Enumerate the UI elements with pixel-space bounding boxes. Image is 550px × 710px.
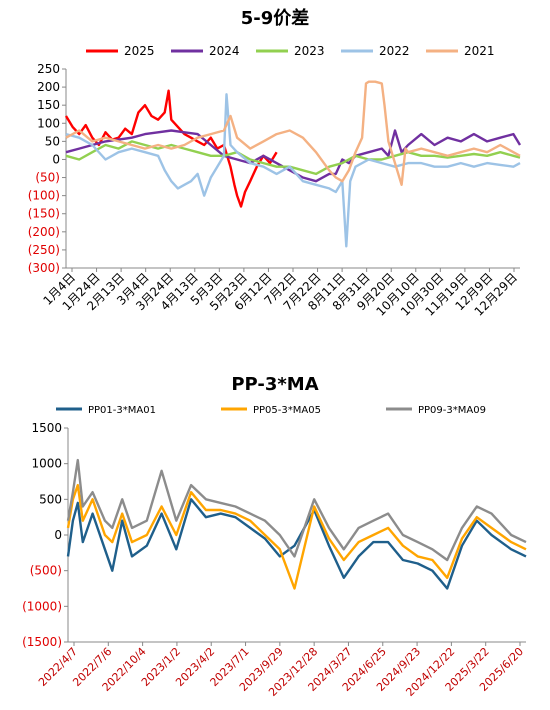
y-tick-label: 500 [39, 492, 62, 506]
series-line [66, 498, 527, 590]
legend-label: PP05-3*MA05 [253, 405, 321, 416]
series-line [64, 89, 278, 208]
legend-label: 2025 [124, 44, 155, 58]
legend-label: PP01-3*MA01 [88, 405, 156, 416]
legend-item: PP09-3*MA09 [386, 405, 486, 416]
legend-label: 2024 [209, 44, 240, 58]
y-tick-label: 1500 [31, 421, 62, 435]
chart-5-9-spread: 5-9价差 2025 2024 2023 2022 2021 250 200 150 100 50… [28, 7, 522, 319]
y-tick-label: (1500) [22, 635, 62, 649]
legend-item: PP01-3*MA01 [56, 405, 156, 416]
y-tick-label: 250 [37, 62, 60, 76]
y-tick-label: (50) [35, 171, 60, 185]
y-tick-label: 0 [52, 152, 60, 166]
chart-title: 5-9价差 [241, 7, 310, 29]
y-tick-label: 50 [45, 134, 60, 148]
y-tick-label: 200 [37, 80, 60, 94]
y-tick-label: 1000 [31, 457, 62, 471]
legend-label: 2022 [379, 44, 410, 58]
legend-item: PP05-3*MA05 [221, 405, 321, 416]
y-tick-label: 150 [37, 98, 60, 112]
legend-item: 2023 [256, 44, 325, 58]
legend-label: 2021 [464, 44, 495, 58]
y-tick-label: (100) [28, 189, 60, 203]
series-line [66, 483, 527, 590]
y-tick-label: (500) [30, 564, 62, 578]
legend-label: 2023 [294, 44, 325, 58]
y-tick-label: (150) [28, 207, 60, 221]
legend-item: 2024 [171, 44, 240, 58]
y-tick-label: (200) [28, 225, 60, 239]
legend-item: 2025 [86, 44, 155, 58]
y-tick-label: (1000) [22, 599, 62, 613]
chart-pp-3ma: PP-3*MA PP01-3*MA01 PP05-3*MA05 PP09-3*MA0… [22, 374, 527, 699]
y-tick-label: 100 [37, 116, 60, 130]
y-tick-label: (300) [28, 261, 60, 275]
series-line [65, 93, 521, 248]
series-line [65, 129, 522, 183]
series-line [65, 80, 521, 187]
series-line [65, 140, 521, 176]
legend-label: PP09-3*MA09 [418, 405, 486, 416]
y-tick-label: 0 [54, 528, 62, 542]
legend-item: 2021 [426, 44, 495, 58]
y-tick-label: (250) [28, 243, 60, 257]
legend-item: 2022 [341, 44, 410, 58]
chart-title: PP-3*MA [231, 374, 318, 395]
series-line [66, 458, 527, 562]
